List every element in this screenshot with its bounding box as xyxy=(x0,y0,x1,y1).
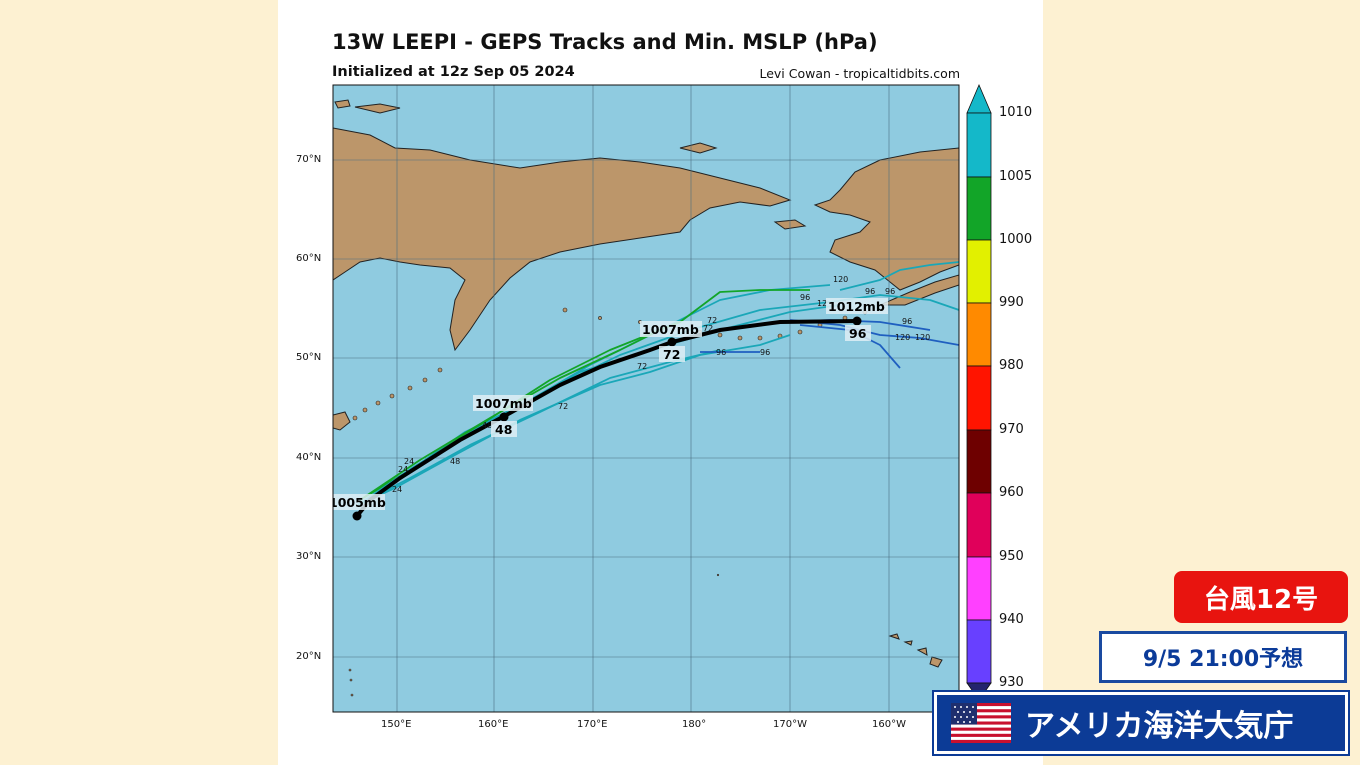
colorbar-label: 930 xyxy=(999,675,1024,690)
hawaii-islands xyxy=(888,633,943,668)
point-pressure-label: 1007mb xyxy=(475,396,532,411)
arctic-island-2 xyxy=(334,99,351,109)
hour-mark: 12 xyxy=(817,299,827,308)
point-pressure-label: 1007mb xyxy=(642,322,699,337)
ensemble-track xyxy=(357,334,791,506)
point-pressure-label: 1005mb xyxy=(329,495,386,510)
hour-mark: 96 xyxy=(800,293,810,302)
colorbar-label: 970 xyxy=(999,422,1024,437)
hour-mark: 120 xyxy=(895,333,910,342)
colorbar-label: 960 xyxy=(999,485,1024,500)
hour-mark: 72 xyxy=(637,362,647,371)
colorbar-label: 1010 xyxy=(999,105,1033,120)
lat-label: 70°N xyxy=(296,154,322,165)
track-point xyxy=(667,337,677,347)
arctic-island-1 xyxy=(354,103,401,114)
hour-mark: 72 xyxy=(558,402,568,411)
colorbar-label: 990 xyxy=(999,295,1024,310)
colorbar-label: 1000 xyxy=(999,232,1033,247)
lat-label: 30°N xyxy=(296,551,322,562)
point-hour-label: 48 xyxy=(495,422,512,437)
hour-mark: 48 xyxy=(450,457,460,466)
map-frame xyxy=(332,84,960,713)
lat-label: 60°N xyxy=(296,253,322,264)
hour-mark: 120 xyxy=(833,275,848,284)
source-badge: アメリカ海洋大気庁 xyxy=(932,690,1350,756)
hour-mark: 96 xyxy=(865,287,875,296)
hour-mark: 48 xyxy=(482,421,492,430)
hour-mark: 24 xyxy=(392,485,402,494)
point-hour-label: 72 xyxy=(663,347,680,362)
hour-mark: 24 xyxy=(398,465,408,474)
alaska-landmass xyxy=(813,147,959,291)
hour-mark: 24 xyxy=(404,457,414,466)
lat-label: 20°N xyxy=(296,651,322,662)
hokkaido xyxy=(333,411,351,431)
lon-label: 170°W xyxy=(773,719,807,730)
hour-mark: 96 xyxy=(885,287,895,296)
lon-label: 160°W xyxy=(872,719,906,730)
chart-credit: Levi Cowan - tropicaltidbits.com xyxy=(759,66,960,81)
hour-mark: 96 xyxy=(716,348,726,357)
lat-label: 40°N xyxy=(296,452,322,463)
track-point xyxy=(499,412,509,422)
colorbar-label: 980 xyxy=(999,358,1024,373)
colorbar-label: 950 xyxy=(999,549,1024,564)
us-flag-icon xyxy=(951,703,1011,743)
lon-label: 180° xyxy=(682,719,707,730)
colorbar xyxy=(966,83,992,701)
hour-mark: 96 xyxy=(902,317,912,326)
hour-mark: 72 xyxy=(707,316,717,325)
source-label: アメリカ海洋大気庁 xyxy=(1025,709,1294,744)
track-point xyxy=(352,511,362,521)
point-hour-label: 96 xyxy=(849,326,867,341)
mean-track xyxy=(355,319,858,518)
colorbar-label: 940 xyxy=(999,612,1024,627)
ensemble-track xyxy=(839,261,959,291)
hour-mark: 120 xyxy=(915,333,930,342)
hour-mark: 72 xyxy=(703,324,713,333)
siberia-landmass xyxy=(333,127,792,352)
typhoon-badge: 台風12号 xyxy=(1174,571,1348,623)
colorbar-label: 1005 xyxy=(999,169,1033,184)
forecast-time-badge: 9/5 21:00予想 xyxy=(1099,631,1347,683)
track-point xyxy=(852,316,862,326)
lon-label: 150°E xyxy=(381,719,412,730)
chart-title: 13W LEEPI - GEPS Tracks and Min. MSLP (h… xyxy=(332,30,878,54)
lat-label: 50°N xyxy=(296,352,322,363)
wrangel-island xyxy=(679,142,718,154)
lon-label: 160°E xyxy=(478,719,509,730)
hour-mark: 96 xyxy=(760,348,770,357)
chart-subtitle: Initialized at 12z Sep 05 2024 xyxy=(332,64,575,80)
lon-label: 170°E xyxy=(577,719,608,730)
point-pressure-label: 1012mb xyxy=(828,299,885,314)
